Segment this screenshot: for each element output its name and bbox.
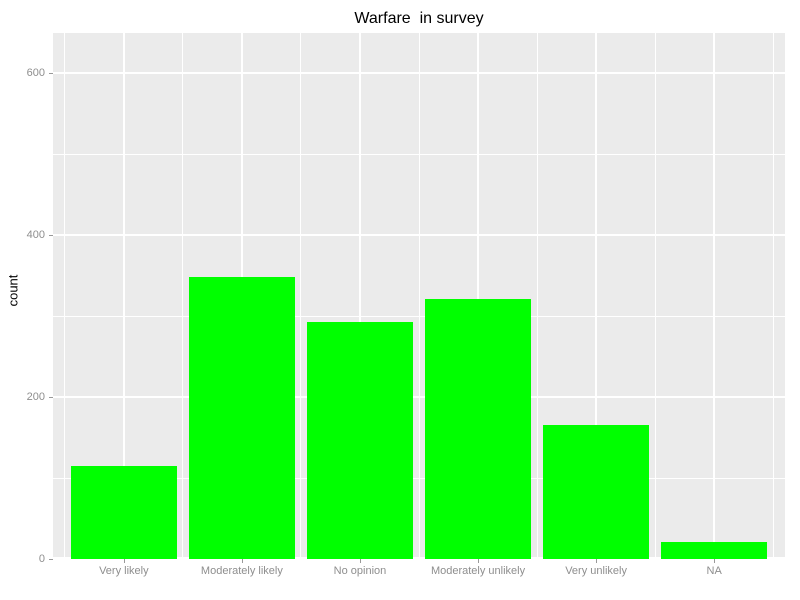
- y-tick-label: 0: [38, 553, 45, 565]
- y-axis-label: count: [5, 274, 21, 307]
- x-axis-tick: [478, 559, 480, 563]
- gridline-x-major: [713, 33, 716, 559]
- gridline-x-major: [122, 33, 125, 559]
- gridline-x-minor: [418, 33, 420, 559]
- gridline-x-minor: [182, 33, 184, 559]
- plot-panel: [53, 33, 785, 559]
- x-tick-label: Very likely: [99, 565, 149, 577]
- gridline-x-major: [358, 33, 361, 559]
- bar-moderately-unlikely: [424, 299, 532, 559]
- gridline-x-major: [595, 33, 598, 559]
- gridline-x-minor: [772, 33, 774, 559]
- y-axis-tick: [49, 397, 53, 399]
- x-axis-tick: [714, 559, 716, 563]
- x-tick-label: Moderately unlikely: [430, 565, 526, 577]
- gridline-x-minor: [300, 33, 302, 559]
- bar-very-unlikely: [542, 424, 650, 559]
- bar-na: [661, 542, 768, 559]
- bar-very-likely: [70, 465, 177, 559]
- x-tick-label: No opinion: [333, 565, 387, 577]
- x-axis-tick: [359, 559, 361, 563]
- chart-title: Warfare in survey: [354, 10, 484, 27]
- x-tick-label: Very unlikely: [565, 565, 627, 577]
- x-axis-tick: [123, 559, 125, 563]
- y-axis-tick: [49, 235, 53, 237]
- y-tick-label: 400: [26, 229, 45, 242]
- gridline-x-major: [477, 33, 480, 559]
- y-tick-label: 600: [26, 67, 45, 80]
- x-tick-label: Moderately likely: [200, 565, 283, 577]
- x-tick-label: NA: [706, 565, 722, 577]
- gridline-x-minor: [654, 33, 656, 559]
- bar-no-opinion: [306, 321, 414, 559]
- gridline-x-minor: [64, 33, 66, 559]
- x-axis-tick: [596, 559, 598, 563]
- x-axis-tick: [241, 559, 243, 563]
- gridline-x-minor: [536, 33, 538, 559]
- y-axis-tick: [49, 73, 53, 75]
- y-tick-label: 200: [26, 391, 45, 404]
- y-axis-tick: [49, 559, 53, 560]
- bar-moderately-likely: [188, 277, 296, 559]
